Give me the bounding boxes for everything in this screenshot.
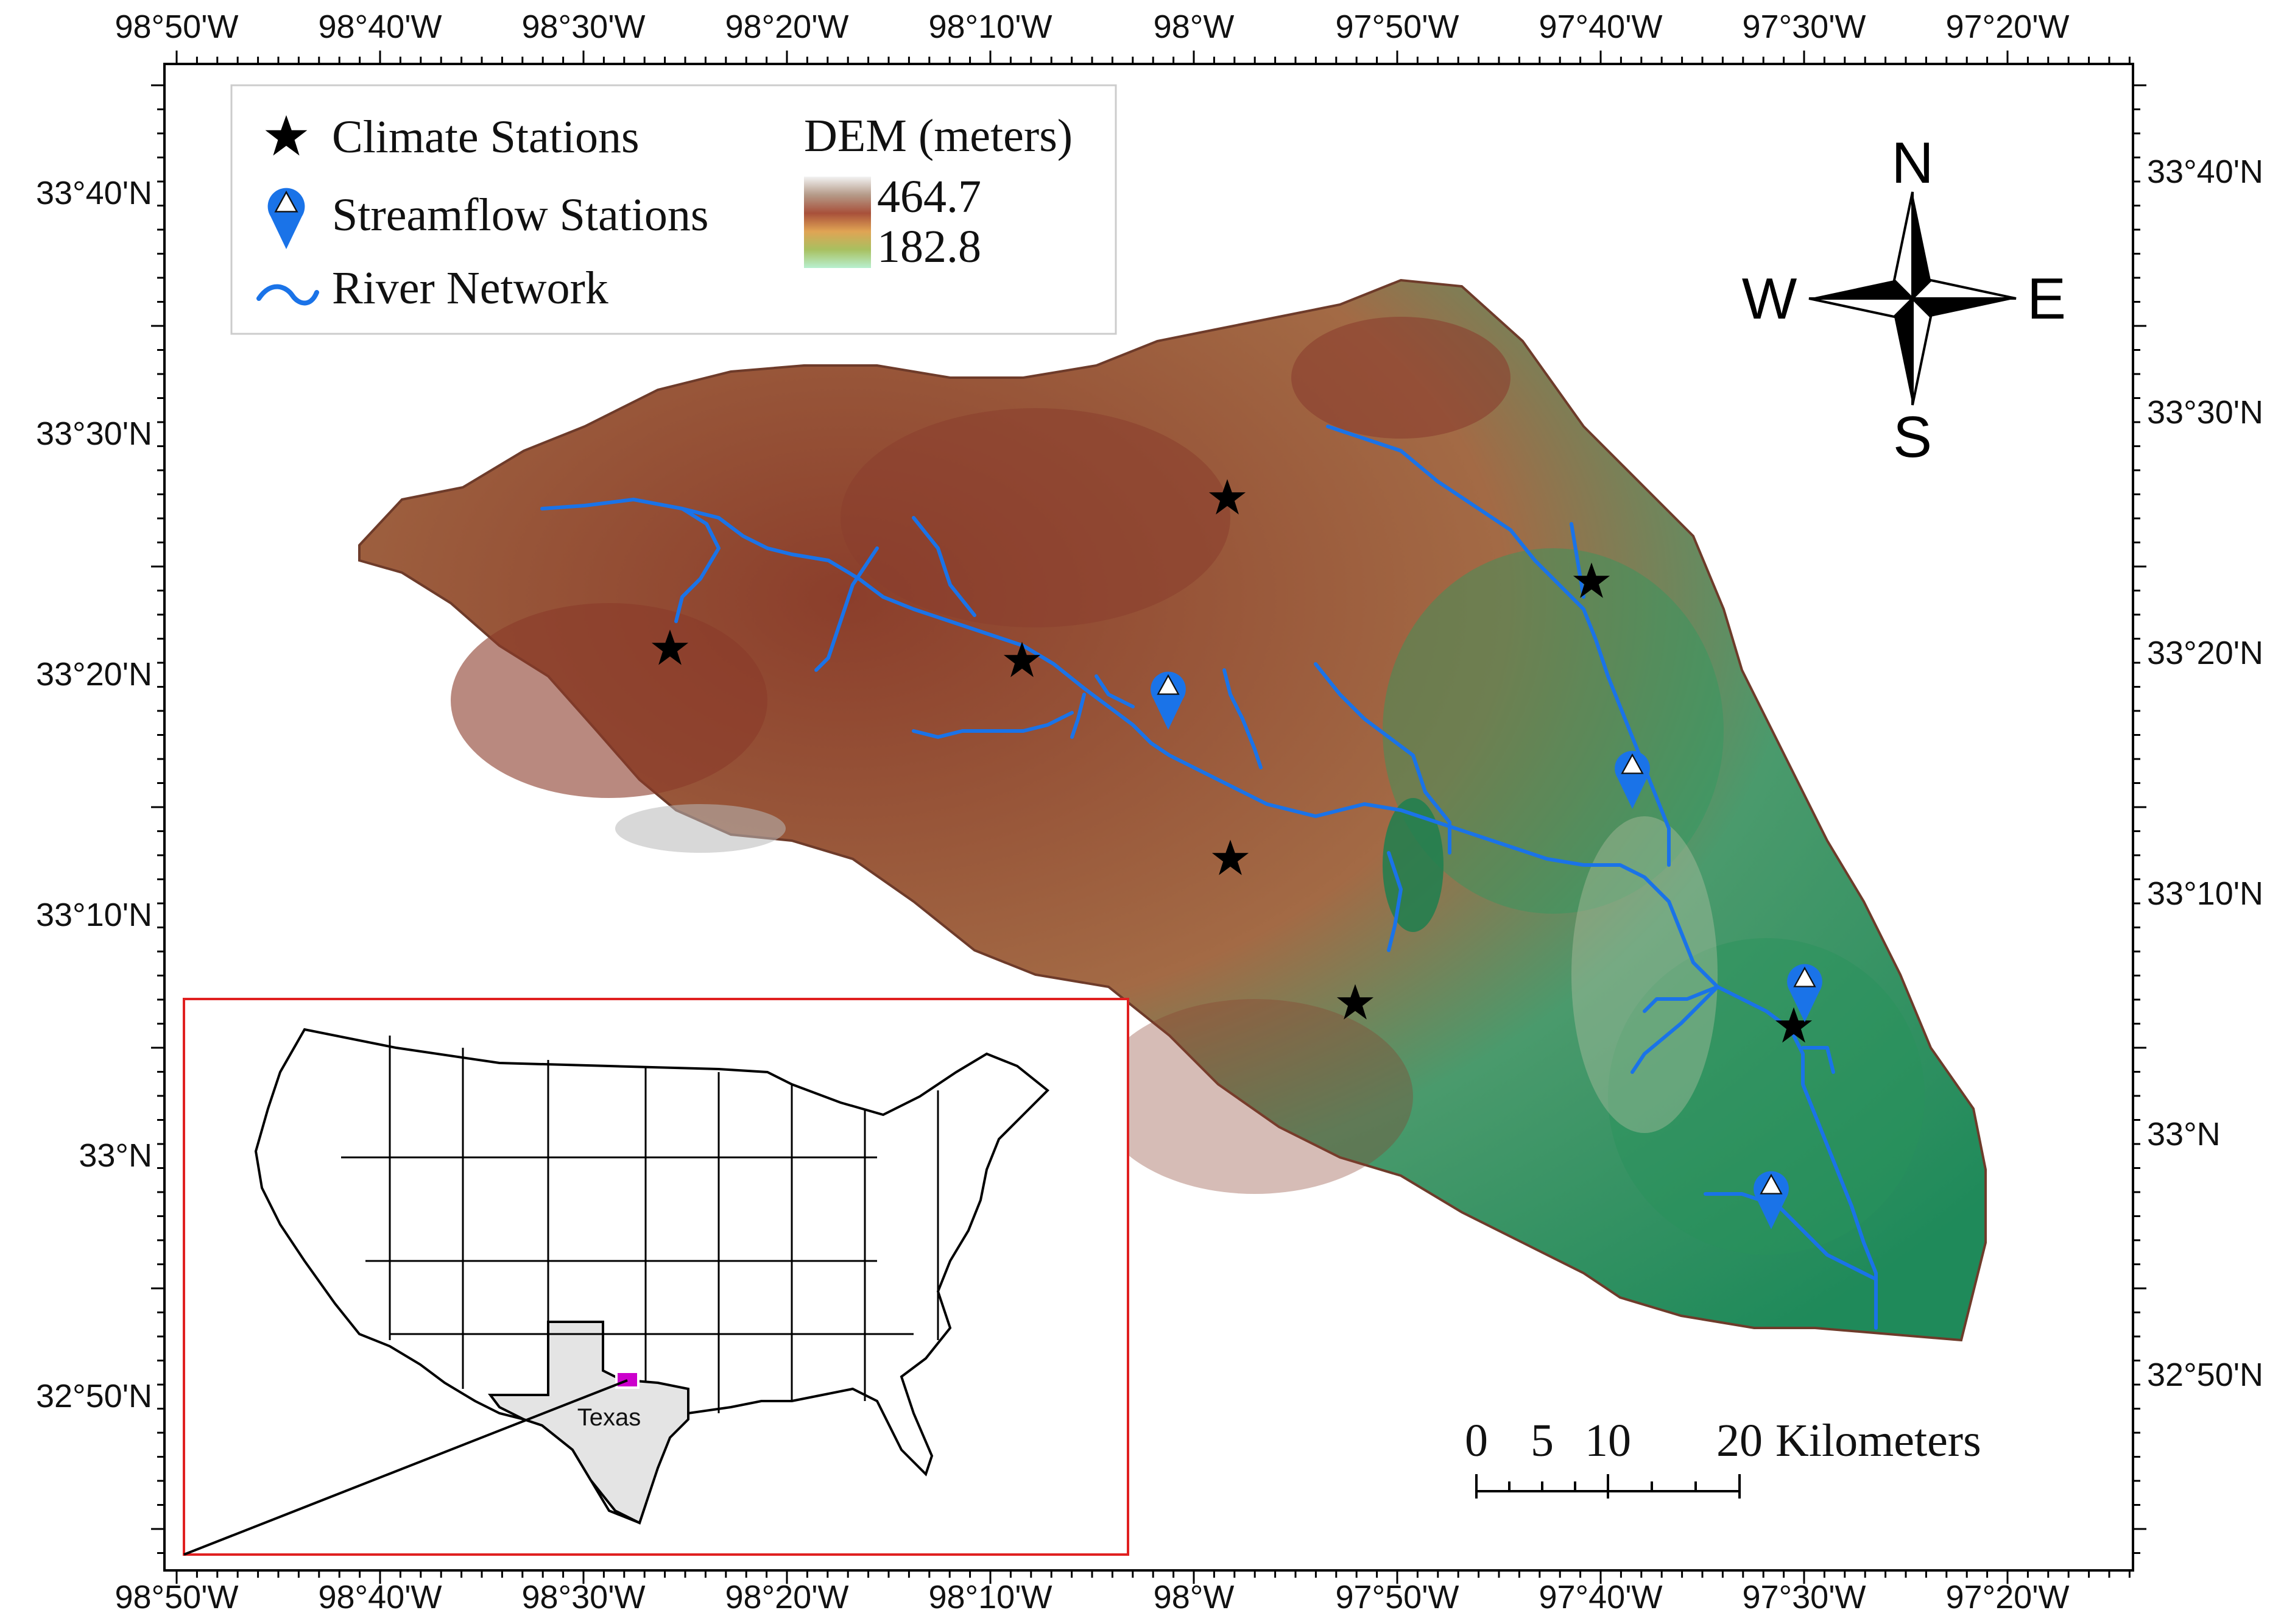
left-tick-label: 33°N (79, 1137, 152, 1174)
river (1070, 693, 1086, 739)
left-axis-labels: 33°40'N 33°30'N 33°20'N 33°10'N 33°N 32°… (36, 175, 152, 1414)
river (912, 711, 1074, 739)
compass-north-label: N (1891, 130, 1933, 196)
scale-bar-label: 20 (1716, 1415, 1763, 1466)
top-tick-label: 97°50'W (1335, 9, 1459, 45)
top-tick-label: 98°20'W (725, 9, 848, 45)
river (1387, 851, 1403, 952)
inset-leader-line (183, 1379, 628, 1556)
compass-needle (1808, 297, 1916, 319)
left-tick-label: 33°10'N (36, 897, 152, 933)
bottom-tick-label: 98°W (1154, 1579, 1235, 1615)
river (1643, 985, 1719, 1013)
compass-needle (1912, 192, 1931, 298)
right-tick-label: 33°20'N (2147, 635, 2263, 671)
inset-texas-label: Texas (577, 1404, 641, 1431)
compass-needle (1809, 280, 1912, 298)
right-axis-labels: 33°40'N 33°30'N 33°20'N 33°10'N 33°N 32°… (2147, 154, 2263, 1393)
scale-bar-label: 5 (1531, 1415, 1554, 1466)
left-tick-label: 33°30'N (36, 415, 152, 452)
legend-box (230, 84, 1117, 335)
scale-bar-label: 10 (1585, 1415, 1631, 1466)
top-tick-label: 98°40'W (318, 9, 442, 45)
river (1570, 522, 1585, 599)
scale-bar-label: 0 (1465, 1415, 1488, 1466)
legend-dem-min: 182.8 (877, 221, 981, 272)
right-tick-label: 32°50'N (2147, 1357, 2263, 1393)
top-tick-label: 98°10'W (928, 9, 1052, 45)
compass-needle (1909, 278, 2017, 300)
legend-river-icon (256, 284, 319, 306)
scale-bar-unit: Kilometers (1775, 1415, 1981, 1466)
left-tick-label: 33°20'N (36, 656, 152, 693)
river (814, 546, 879, 672)
river (1222, 668, 1263, 769)
valley-shade (1383, 548, 1724, 914)
river (674, 507, 721, 623)
basin-shape (358, 278, 1987, 1342)
lowland-shade (615, 804, 786, 853)
highland-shade (1291, 317, 1511, 439)
legend-dem-ramp (804, 177, 871, 268)
left-tick-label: 33°40'N (36, 175, 152, 211)
river (1314, 662, 1427, 794)
legend-dem-max: 464.7 (877, 171, 981, 222)
top-tick-label: 97°20'W (1945, 9, 2069, 45)
right-tick-label: 33°N (2147, 1116, 2221, 1153)
top-tick-label: 98°50'W (115, 9, 238, 45)
legend-river-label: River Network (332, 263, 608, 314)
top-tick-label: 97°30'W (1742, 9, 1866, 45)
floodplain-shade (1571, 816, 1718, 1133)
legend-streamflow-label: Streamflow Stations (332, 189, 709, 241)
compass-needle (1912, 298, 2016, 317)
river (1326, 425, 1671, 867)
compass-south-label: S (1893, 404, 1932, 470)
bottom-tick-label: 98°40'W (318, 1579, 442, 1615)
highland-shade (1096, 999, 1413, 1194)
left-tick-label: 32°50'N (36, 1378, 152, 1414)
compass-needle (1894, 298, 1912, 405)
right-tick-label: 33°10'N (2147, 875, 2263, 912)
legend: Climate Stations Streamflow Stations Riv… (230, 84, 1117, 335)
north-arrow: N S W E (1742, 130, 2066, 470)
top-tick-label: 97°40'W (1539, 9, 1662, 45)
right-tick-label: 33°40'N (2147, 154, 2263, 190)
frame-ticks (151, 51, 2146, 1584)
state-borders (341, 1036, 939, 1413)
highland-shade (451, 603, 767, 798)
river (540, 498, 1878, 1330)
top-axis-labels: 98°50'W 98°40'W 98°30'W 98°20'W 98°10'W … (115, 9, 2069, 45)
river (1630, 985, 1719, 1074)
study-area-marker (615, 1371, 640, 1389)
river (1801, 1046, 1835, 1074)
top-tick-label: 98°30'W (521, 9, 645, 45)
watershed-dem (358, 278, 1987, 1342)
right-tick-label: 33°30'N (2147, 394, 2263, 431)
river (912, 516, 976, 617)
river-network (540, 425, 1878, 1330)
scale-bar: 0 5 10 20 Kilometers (1465, 1415, 1981, 1499)
bottom-tick-label: 98°50'W (115, 1579, 238, 1615)
bottom-tick-label: 97°30'W (1742, 1579, 1866, 1615)
legend-climate-label: Climate Stations (332, 111, 640, 163)
compass-east-label: E (2027, 266, 2066, 331)
legend-dem-title: DEM (meters) (804, 110, 1073, 161)
top-tick-label: 98°W (1154, 9, 1235, 45)
bottom-tick-label: 97°50'W (1335, 1579, 1459, 1615)
bottom-tick-label: 98°10'W (928, 1579, 1052, 1615)
inset-map: Texas (183, 998, 1129, 1556)
bottom-tick-label: 97°20'W (1945, 1579, 2069, 1615)
bottom-tick-label: 98°20'W (725, 1579, 848, 1615)
river (1423, 790, 1451, 855)
river (1704, 1192, 1878, 1281)
highland-shade (841, 408, 1230, 627)
bottom-tick-label: 98°30'W (521, 1579, 645, 1615)
bottom-tick-label: 97°40'W (1539, 1579, 1662, 1615)
bottom-axis-labels: 98°50'W 98°40'W 98°30'W 98°20'W 98°10'W … (115, 1579, 2069, 1615)
river (1095, 674, 1135, 708)
compass-west-label: W (1742, 266, 1797, 331)
